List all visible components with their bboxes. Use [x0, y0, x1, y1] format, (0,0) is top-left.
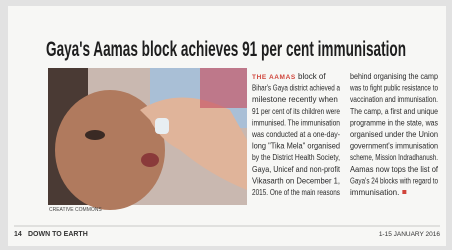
text-line: milestone recently when	[252, 95, 338, 104]
child-mouth	[141, 153, 159, 167]
text-line: Vikasarth on December 1,	[252, 176, 340, 185]
text-line: long "Tika Mela" organised	[252, 142, 340, 151]
text-line: 2015. One of the main reasons	[252, 188, 340, 197]
text-line: behind organising the camp	[350, 72, 438, 81]
text-line: was to fight public resistance to	[349, 84, 438, 93]
text-line: was conducted at a one-day-	[251, 130, 340, 139]
text-line: 91 per cent of its children were	[252, 107, 340, 116]
text-line: immunisation.	[350, 188, 399, 197]
magazine-name: DOWN TO EARTH	[28, 231, 88, 238]
page-number: 14	[14, 231, 22, 238]
text-line: vaccination and immunisation.	[350, 95, 438, 104]
issue-date: 1-15 JANUARY 2016	[379, 231, 441, 238]
text-line: Bihar's Gaya district achieved a	[252, 84, 340, 93]
headline: Gaya's Aamas block achieves 91 per cent …	[46, 38, 406, 61]
text-line: Aamas now tops the list of	[350, 165, 439, 174]
text-line: Gaya, Unicef and non-profit	[252, 165, 341, 174]
text-line: programme in the state, was	[350, 118, 438, 127]
photo-credit: CREATIVE COMMONS	[49, 207, 102, 213]
photo	[48, 68, 247, 210]
text-line: THE AAMAS block of	[252, 72, 326, 81]
column-1: THE AAMAS block of Bihar's Gaya district …	[251, 72, 341, 197]
text-line: immunised. The immunisation	[252, 118, 340, 127]
text-line: organised under the Union	[350, 130, 438, 139]
text-line: by the District Health Society,	[252, 153, 340, 162]
child-eye	[85, 130, 105, 140]
text-span: block of	[296, 72, 327, 81]
photo-cloth	[200, 68, 247, 108]
vial	[155, 118, 169, 134]
column-2: behind organising the camp was to fight p…	[349, 72, 439, 197]
text-line: scheme, Mission Indradhanush.	[350, 153, 438, 162]
lead-in: THE AAMAS	[252, 74, 296, 81]
text-line: Gaya's 24 blocks with regard to	[350, 176, 438, 185]
end-mark	[402, 190, 406, 194]
text-line: The camp, a first and unique	[350, 107, 438, 116]
clipping: Gaya's Aamas block achieves 91 per cent …	[0, 0, 452, 250]
text-line: government's immunisation	[350, 142, 438, 151]
